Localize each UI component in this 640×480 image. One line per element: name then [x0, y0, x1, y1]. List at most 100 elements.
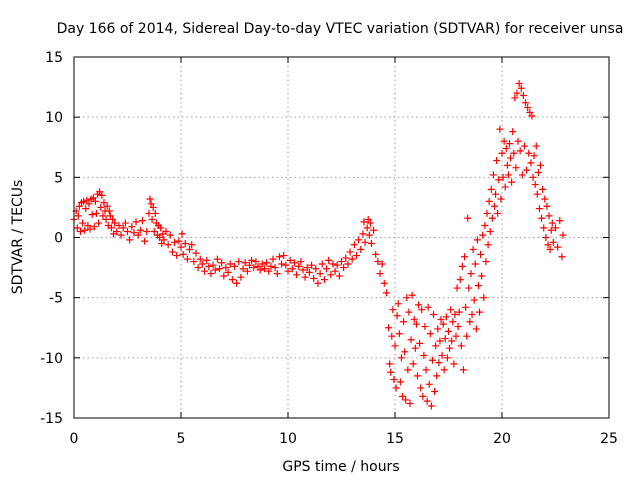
data-point: [228, 276, 236, 284]
data-point: [396, 378, 404, 386]
x-tick-label: 5: [177, 431, 186, 447]
data-point: [130, 229, 138, 237]
data-point: [275, 253, 283, 261]
data-point: [196, 255, 204, 263]
data-point: [86, 225, 94, 233]
data-point: [489, 171, 497, 179]
data-point: [186, 246, 194, 254]
data-point: [441, 335, 449, 343]
data-point: [532, 142, 540, 150]
data-point: [545, 212, 553, 220]
data-point: [500, 137, 508, 145]
data-point: [406, 400, 414, 408]
data-point: [464, 214, 472, 222]
data-point: [352, 252, 360, 260]
data-point: [237, 273, 245, 281]
data-point: [540, 224, 548, 232]
data-point: [546, 246, 554, 254]
data-point: [398, 392, 406, 400]
data-point: [458, 262, 466, 270]
data-point: [518, 171, 526, 179]
data-point: [438, 351, 446, 359]
data-point: [92, 209, 100, 217]
data-point: [372, 250, 380, 258]
data-point: [503, 161, 511, 169]
data-point: [314, 279, 322, 287]
data-point: [455, 308, 463, 316]
data-point: [102, 215, 110, 223]
data-point: [473, 236, 481, 244]
data-point: [360, 218, 368, 226]
data-point: [534, 169, 542, 177]
data-point: [417, 384, 425, 392]
data-point: [454, 323, 462, 331]
data-point: [393, 312, 401, 320]
data-point: [467, 270, 475, 278]
data-point: [111, 219, 119, 227]
data-point: [269, 255, 277, 263]
data-point: [100, 199, 108, 207]
data-point: [95, 219, 103, 227]
data-point: [75, 202, 83, 210]
data-point: [74, 212, 82, 220]
data-point: [318, 260, 326, 268]
data-point: [252, 258, 260, 266]
data-point: [415, 301, 423, 309]
x-tick-label: 10: [279, 431, 297, 447]
data-point: [419, 392, 427, 400]
data-point: [295, 262, 303, 270]
data-point: [265, 267, 273, 275]
data-point: [312, 265, 320, 273]
data-point: [549, 238, 557, 246]
data-point: [346, 248, 354, 256]
data-point: [510, 149, 518, 157]
data-point: [492, 190, 500, 198]
data-point: [156, 234, 164, 241]
data-point: [449, 318, 457, 326]
data-point: [494, 209, 502, 217]
data-point: [501, 183, 509, 191]
x-tick-label: 15: [386, 431, 404, 447]
data-point: [148, 215, 156, 223]
data-point: [245, 261, 253, 269]
data-point: [366, 219, 374, 227]
data-point: [517, 84, 525, 92]
data-point: [260, 265, 268, 273]
data-point: [452, 332, 460, 340]
data-point: [412, 320, 420, 328]
data-point: [81, 226, 89, 234]
data-point: [537, 161, 545, 169]
data-point: [478, 272, 486, 280]
data-point: [505, 140, 513, 148]
data-point: [115, 221, 123, 229]
data-point: [136, 226, 144, 234]
data-point: [297, 258, 305, 266]
data-point: [404, 366, 412, 374]
data-point: [183, 255, 191, 263]
data-point: [539, 185, 547, 193]
data-point: [507, 154, 515, 162]
x-tick-labels: 0 5 10 15 20 25: [70, 431, 618, 447]
data-point: [293, 271, 301, 279]
data-point: [106, 212, 114, 220]
data-point: [171, 238, 179, 246]
data-point: [556, 217, 564, 225]
data-point: [241, 259, 249, 267]
data-point: [344, 260, 352, 268]
data-point: [160, 236, 168, 244]
data-point: [469, 246, 477, 254]
data-point: [329, 260, 337, 268]
data-point: [342, 254, 350, 262]
data-point: [416, 339, 424, 347]
data-point: [168, 248, 176, 256]
data-point: [403, 294, 411, 302]
data-point: [427, 402, 435, 410]
y-tick-label: 15: [45, 50, 63, 66]
data-point: [401, 348, 409, 356]
data-point: [493, 156, 501, 164]
data-point: [495, 176, 503, 184]
data-point: [107, 224, 115, 232]
data-point: [327, 271, 335, 279]
data-point: [418, 306, 426, 314]
data-point: [333, 261, 341, 269]
